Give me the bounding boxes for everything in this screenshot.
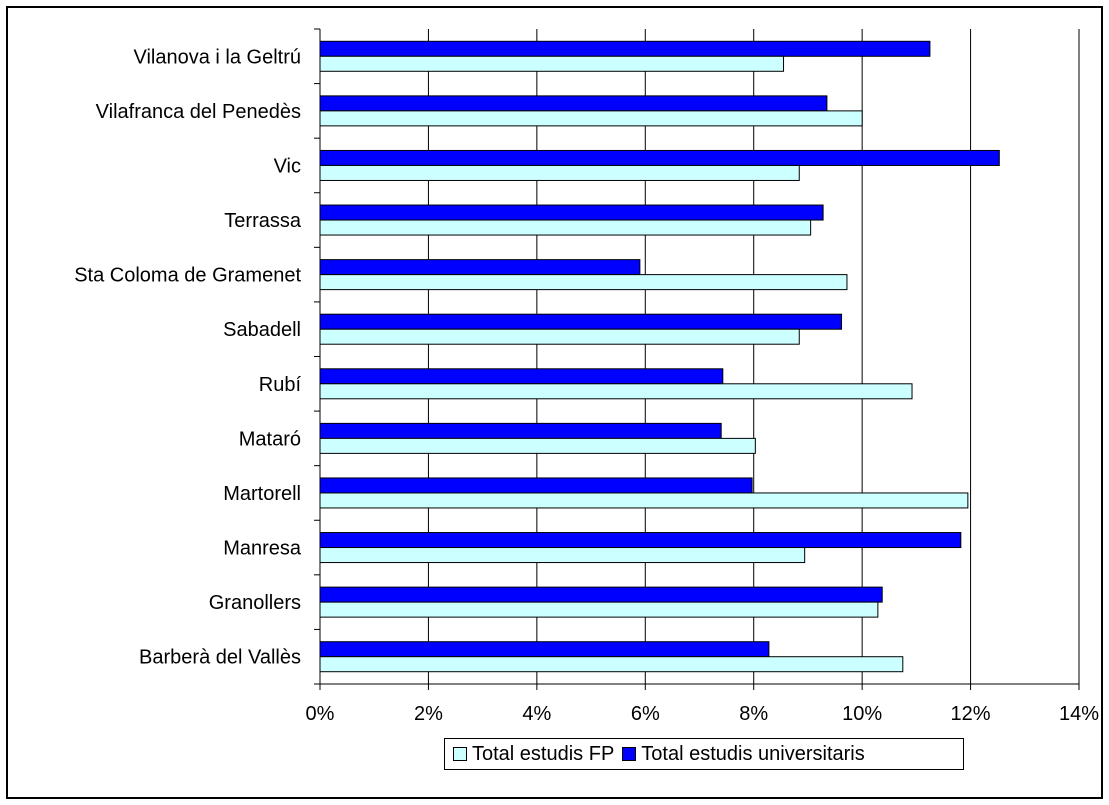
bar-universitaris [319,422,722,439]
legend-label-universitaris: Total estudis universitaris [641,742,865,765]
bar-universitaris [319,313,843,330]
category-label: Granollers [209,592,301,614]
category-label: Sabadell [223,319,301,341]
bar-fp [319,383,913,400]
bar-fp [319,547,806,564]
category-label: Martorell [223,483,301,505]
bar-fp [319,164,800,181]
bar-fp [319,437,756,454]
bar-universitaris [319,259,641,276]
bar-universitaris [319,477,753,494]
bar-fp [319,656,904,673]
bar-universitaris [319,586,883,603]
category-label: Vic [274,155,301,177]
chart-area: 0% 2% 4% 6% 8% 10% 12% 14% Vilanova i la Geltrú V… [6,6,1103,799]
bar-fp [319,328,800,345]
category-label: Vilafranca del Penedès [96,101,301,123]
x-tick-label: 14% [1059,703,1099,725]
x-tick-label: 0% [306,703,335,725]
bar-universitaris [319,641,770,658]
bar-fp [319,601,879,618]
bar-fp [319,492,969,509]
bar-universitaris [319,368,724,385]
x-tick-label: 2% [414,703,443,725]
bar-chart: 0% 2% 4% 6% 8% 10% 12% 14% Vilanova i la Geltrú V… [74,28,1099,725]
category-label: Terrassa [224,210,302,232]
category-label: Mataró [239,428,301,450]
bar-fp [319,110,863,127]
category-label: Vilanova i la Geltrú [134,46,302,68]
legend-swatch-universitaris [622,747,637,761]
x-tick-label: 8% [739,703,768,725]
bar-universitaris [319,149,1000,166]
bar-universitaris [319,532,962,549]
category-label: Sta Coloma de Gramenet [74,265,301,287]
legend-entry-universitaris: Total estudis universitaris [622,742,865,766]
legend-entry-fp: Total estudis FP [453,743,614,766]
legend-label-fp: Total estudis FP [472,742,615,765]
category-label: Rubí [259,374,302,396]
x-tick-label: 12% [951,703,991,725]
category-label: Barberà del Vallès [139,647,301,669]
bar-fp [319,55,785,72]
bar-fp [319,219,812,236]
bar-universitaris [319,204,824,221]
category-label: Manresa [223,538,302,560]
bar-universitaris [319,95,828,112]
chart-legend: Total estudis FP Total estudis universit… [444,738,964,770]
legend-swatch-fp [453,747,467,761]
bar-universitaris [319,40,931,57]
x-tick-label: 10% [842,703,882,725]
bar-fp [319,274,848,291]
x-tick-label: 6% [631,703,660,725]
x-tick-label: 4% [522,703,551,725]
